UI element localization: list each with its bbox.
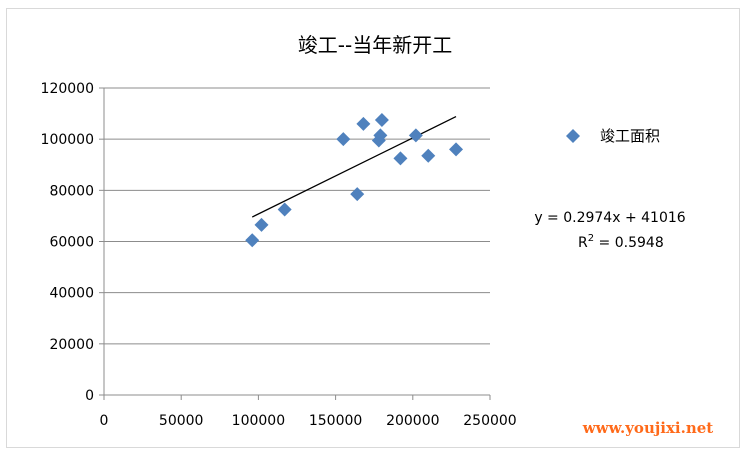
- data-point-0-12: [449, 142, 464, 157]
- x-tick-label-4: 200000: [386, 413, 439, 429]
- chart-area: [6, 8, 740, 448]
- data-point-0-8: [374, 112, 389, 127]
- axes: [99, 87, 491, 400]
- gridlines: [104, 87, 490, 345]
- r-squared-text: R2 = 0.5948: [578, 233, 664, 251]
- legend: 竣工面积: [566, 127, 660, 145]
- data-point-0-10: [408, 128, 423, 143]
- y-tick-label-6: 120000: [41, 81, 94, 97]
- equation-text: y = 0.2974x + 41016: [534, 210, 685, 226]
- data-point-0-9: [393, 151, 408, 166]
- y-tick-label-3: 60000: [49, 235, 94, 251]
- data-point-0-11: [421, 148, 436, 163]
- data-point-0-3: [336, 132, 351, 147]
- chart-title: 竣工--当年新开工: [298, 33, 452, 57]
- legend-marker-icon: [566, 129, 580, 143]
- x-tick-label-2: 100000: [232, 413, 285, 429]
- y-tick-label-1: 20000: [49, 337, 94, 353]
- r2-superscript: 2: [588, 233, 594, 244]
- data-points: [245, 112, 464, 248]
- watermark-text: www.youjixi.net: [582, 419, 714, 437]
- data-point-0-5: [356, 116, 371, 131]
- x-tick-label-1: 50000: [159, 413, 204, 429]
- legend-label: 竣工面积: [600, 127, 660, 145]
- data-point-0-7: [373, 128, 388, 143]
- trendline: [251, 116, 457, 218]
- x-tick-label-5: 250000: [463, 413, 516, 429]
- tick-labels: 0 20000 40000 60000 80000 100000 120000 0 50000 1…: [41, 81, 517, 429]
- data-point-0-2: [277, 202, 292, 217]
- y-tick-label-2: 40000: [49, 286, 94, 302]
- y-tick-label-5: 100000: [41, 132, 94, 148]
- data-point-0-4: [350, 187, 365, 202]
- x-tick-label-3: 150000: [309, 413, 362, 429]
- data-point-0-1: [254, 217, 269, 232]
- data-point-0-0: [245, 233, 260, 248]
- y-tick-label-4: 80000: [49, 183, 94, 199]
- x-tick-label-0: 0: [100, 413, 109, 429]
- r2-prefix: R: [578, 235, 588, 251]
- r2-value: = 0.5948: [594, 235, 664, 251]
- trendline-group: [251, 116, 457, 218]
- y-tick-label-0: 0: [85, 388, 94, 404]
- trendline-equation: y = 0.2974x + 41016 R2 = 0.5948: [534, 210, 685, 251]
